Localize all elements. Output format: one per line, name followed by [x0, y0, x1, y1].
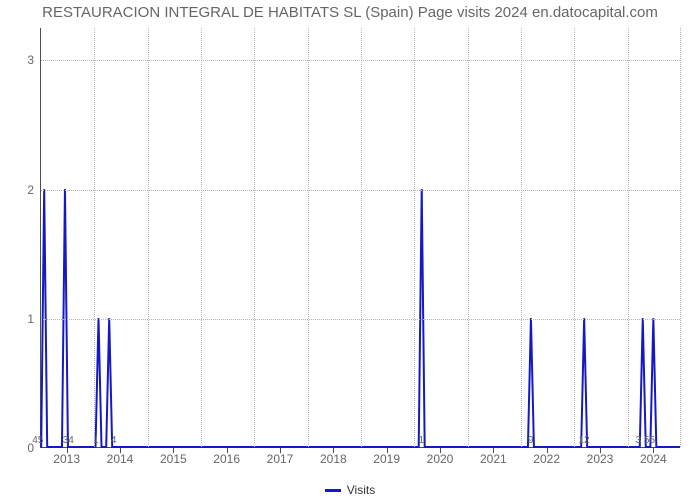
x-tick-label: 2016: [213, 452, 240, 466]
spike-value-label: 12: [578, 435, 589, 446]
gridline-v: [468, 28, 469, 447]
gridline-v: [254, 28, 255, 447]
gridline-v: [680, 28, 681, 447]
spike-value-label: 1: [93, 435, 99, 446]
y-tick-label: 0: [0, 441, 34, 455]
x-tick-label: 2014: [107, 452, 134, 466]
legend: Visits: [0, 483, 700, 497]
gridline-v: [308, 28, 309, 447]
y-tick-label: 3: [0, 53, 34, 67]
gridline-v: [521, 28, 522, 447]
legend-label: Visits: [347, 483, 375, 497]
gridline-v: [628, 28, 629, 447]
plot-area: [40, 28, 680, 448]
spike-value-label: 4: [111, 435, 117, 446]
x-tick-label: 2017: [267, 452, 294, 466]
legend-swatch: [325, 489, 341, 492]
spike-value-label: 9: [528, 435, 534, 446]
spike-value-label: 1: [419, 435, 425, 446]
x-tick-label: 2020: [427, 452, 454, 466]
x-tick-label: 2015: [160, 452, 187, 466]
y-tick-label: 2: [0, 183, 34, 197]
gridline-v: [361, 28, 362, 447]
y-tick-label: 1: [0, 312, 34, 326]
spike-value-label: 34: [63, 435, 74, 446]
gridline-v: [148, 28, 149, 447]
gridline-v: [574, 28, 575, 447]
gridline-v: [201, 28, 202, 447]
x-tick-label: 2019: [373, 452, 400, 466]
x-tick-label: 2018: [320, 452, 347, 466]
visits-chart: RESTAURACION INTEGRAL DE HABITATS SL (Sp…: [0, 0, 700, 500]
x-tick-label: 2013: [53, 452, 80, 466]
x-tick-label: 2023: [587, 452, 614, 466]
x-tick-label: 2024: [640, 452, 667, 466]
x-tick-label: 2022: [533, 452, 560, 466]
spike-value-label: 45: [32, 435, 43, 446]
chart-title: RESTAURACION INTEGRAL DE HABITATS SL (Sp…: [0, 4, 700, 21]
spike-value-label: 3 55: [636, 435, 655, 446]
gridline-v: [94, 28, 95, 447]
gridline-v: [414, 28, 415, 447]
x-tick-label: 2021: [480, 452, 507, 466]
